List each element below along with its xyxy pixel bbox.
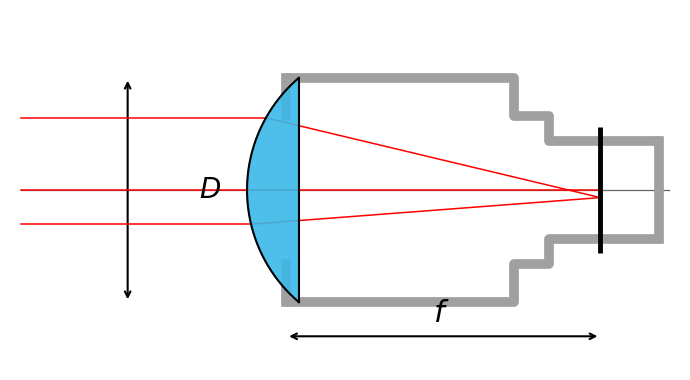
Text: $f$: $f$ xyxy=(433,298,450,329)
Text: $D$: $D$ xyxy=(199,176,221,204)
Polygon shape xyxy=(247,78,299,302)
